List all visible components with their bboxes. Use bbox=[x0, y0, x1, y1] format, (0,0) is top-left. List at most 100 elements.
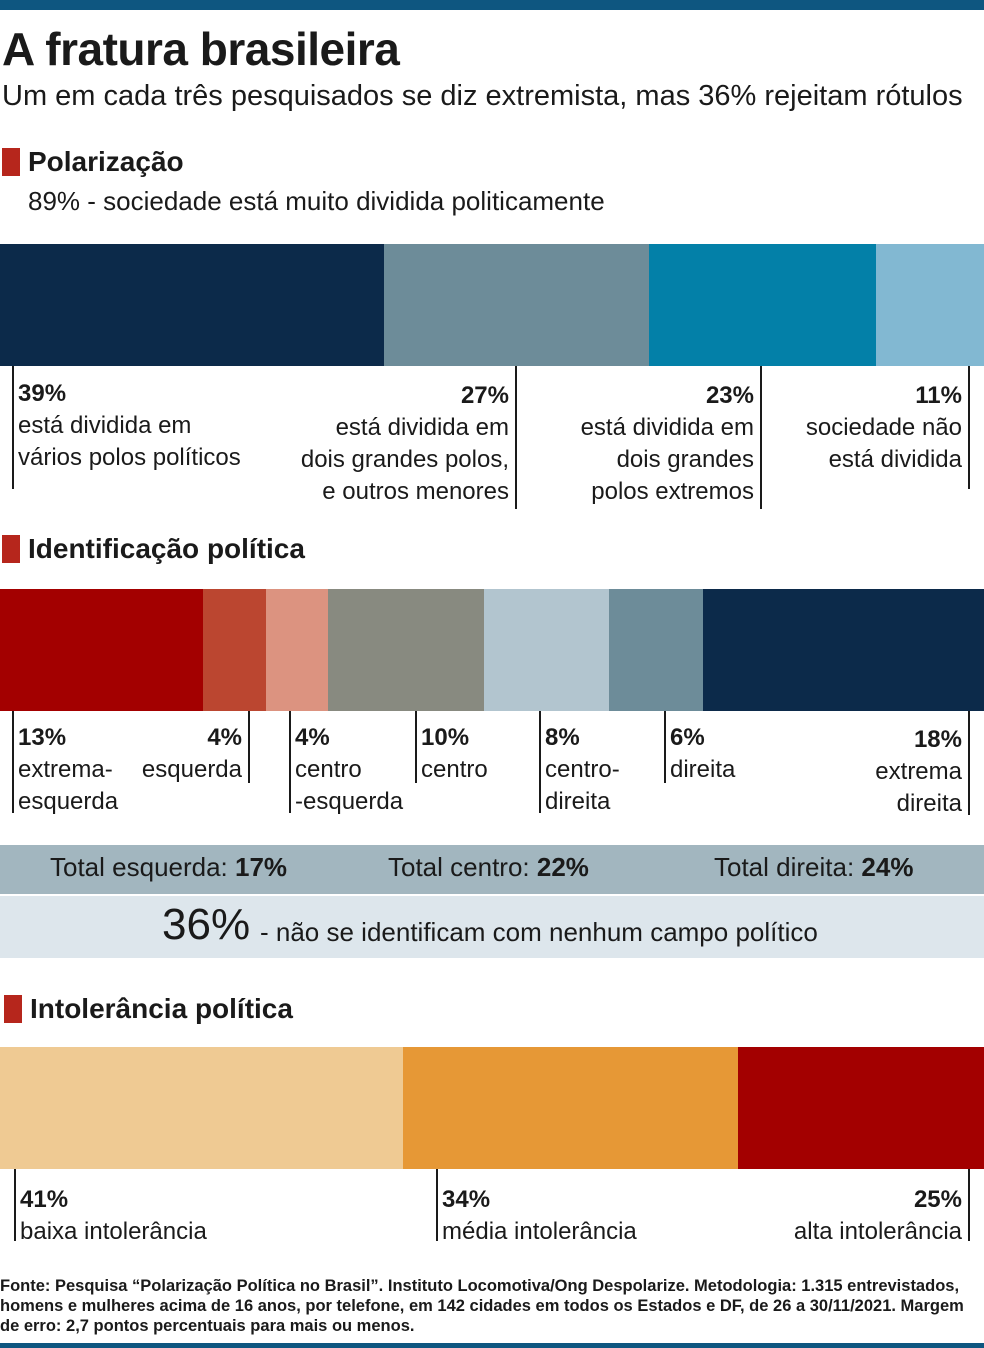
total-centro: Total centro: 22% bbox=[388, 852, 589, 882]
bar-segment-2-0 bbox=[0, 1047, 403, 1169]
segment-percent-1-5: 6% bbox=[670, 724, 705, 751]
segment-label-0-2: 23% está dividida em dois grandes polos ext… bbox=[581, 380, 754, 508]
polarizacao-stacked-bar bbox=[0, 244, 984, 366]
segment-text-1-6-1: direita bbox=[896, 790, 962, 817]
segment-text-1-6-0: extrema bbox=[875, 758, 962, 785]
segment-text-2-0-0: baixa intolerância bbox=[20, 1218, 207, 1245]
leader-line-1-1 bbox=[248, 711, 250, 783]
segment-percent-0-2: 23% bbox=[705, 382, 754, 409]
segment-percent-2-0: 41% bbox=[20, 1186, 69, 1213]
segment-text-0-1-2: e outros menores bbox=[322, 478, 509, 505]
bar-segment-0-3 bbox=[876, 244, 984, 366]
segment-percent-1-4: 8% bbox=[545, 724, 580, 751]
segment-label-0-3: 11% sociedade não está dividida bbox=[806, 380, 962, 476]
segment-text-0-3-1: está dividida bbox=[828, 446, 962, 473]
leader-line-1-6 bbox=[968, 711, 970, 815]
segment-label-2-1: 34% média intolerância bbox=[442, 1184, 637, 1248]
leader-line-1-3 bbox=[415, 711, 417, 783]
segment-text-1-4-1: direita bbox=[545, 788, 611, 815]
segment-label-2-2: 25% alta intolerância bbox=[794, 1184, 962, 1248]
segment-text-1-5-0: direita bbox=[670, 756, 736, 783]
section-marker-intolerancia bbox=[4, 995, 22, 1023]
segment-text-1-3-0: centro bbox=[421, 756, 488, 783]
segment-percent-1-2: 4% bbox=[295, 724, 330, 751]
segment-text-0-2-2: polos extremos bbox=[591, 478, 754, 505]
segment-text-0-2-0: está dividida em bbox=[580, 414, 754, 441]
segment-label-1-4: 8% centro-direita bbox=[545, 722, 620, 818]
bar-segment-0-1 bbox=[384, 244, 649, 366]
segment-text-0-0-0: está dividida em bbox=[18, 412, 192, 439]
none-band bbox=[0, 896, 984, 958]
bar-segment-1-6 bbox=[703, 589, 984, 711]
segment-text-0-1-0: está dividida em bbox=[335, 414, 509, 441]
segment-text-1-4-0: centro- bbox=[545, 756, 620, 783]
segment-percent-0-1: 27% bbox=[460, 382, 509, 409]
segment-text-1-1-0: esquerda bbox=[141, 756, 242, 783]
leader-line-2-1 bbox=[436, 1169, 438, 1241]
section-title-intolerancia: Intolerância política bbox=[30, 993, 293, 1024]
bar-segment-1-4 bbox=[484, 589, 609, 711]
section-marker-polarizacao bbox=[2, 148, 20, 176]
segment-percent-2-2: 25% bbox=[913, 1186, 962, 1213]
segment-label-1-6: 18% extrema direita bbox=[875, 724, 962, 820]
top-rule bbox=[0, 0, 984, 10]
polarizacao-highlight: 89% - sociedade está muito dividida poli… bbox=[28, 186, 605, 216]
totals-band bbox=[0, 845, 984, 894]
leader-line-0-1 bbox=[515, 366, 517, 509]
leader-line-2-0 bbox=[14, 1169, 16, 1241]
none-text: - não se identificam com nenhum campo po… bbox=[260, 917, 818, 947]
source-note: Fonte: Pesquisa “Polarização Política no… bbox=[0, 1277, 964, 1335]
segment-percent-2-1: 34% bbox=[442, 1186, 491, 1213]
bar-segment-1-2 bbox=[266, 589, 328, 711]
section-title-identificacao: Identificação política bbox=[28, 533, 305, 564]
chart-title: A fratura brasileira bbox=[2, 23, 400, 75]
segment-label-1-1: 4% esquerda bbox=[142, 722, 242, 786]
segment-text-1-2-0: centro bbox=[295, 756, 362, 783]
total-direita: Total direita: 24% bbox=[714, 852, 914, 882]
segment-label-1-2: 4% centro -esquerda bbox=[295, 722, 403, 818]
segment-text-2-2-0: alta intolerância bbox=[793, 1218, 962, 1245]
segment-percent-0-0: 39% bbox=[18, 380, 67, 407]
segment-text-1-0-1: esquerda bbox=[18, 788, 119, 815]
bar-segment-1-0 bbox=[0, 589, 203, 711]
leader-line-2-2 bbox=[968, 1169, 970, 1241]
segment-percent-1-1: 4% bbox=[207, 724, 242, 751]
segment-text-0-3-0: sociedade não bbox=[805, 414, 962, 441]
bar-segment-0-2 bbox=[649, 244, 876, 366]
leader-line-1-0 bbox=[12, 711, 14, 813]
leader-line-1-5 bbox=[664, 711, 666, 783]
bar-segment-1-3 bbox=[328, 589, 484, 711]
segment-percent-1-6: 18% bbox=[913, 726, 962, 753]
segment-text-0-0-1: vários polos políticos bbox=[18, 444, 241, 471]
bar-segment-0-0 bbox=[0, 244, 384, 366]
segment-label-2-0: 41% baixa intolerância bbox=[20, 1184, 207, 1248]
none-percentage: 36% bbox=[162, 900, 251, 949]
segment-text-2-1-0: média intolerância bbox=[442, 1218, 637, 1245]
leader-line-0-2 bbox=[760, 366, 762, 509]
segment-label-1-5: 6% direita bbox=[670, 722, 735, 786]
bar-segment-1-5 bbox=[609, 589, 703, 711]
segment-text-0-2-1: dois grandes bbox=[616, 446, 754, 473]
bar-segment-2-1 bbox=[403, 1047, 738, 1169]
segment-text-1-2-1: -esquerda bbox=[295, 788, 404, 815]
bar-segment-2-2 bbox=[738, 1047, 984, 1169]
segment-label-0-0: 39% está dividida em vários polos político… bbox=[18, 378, 241, 474]
segment-label-1-3: 10% centro bbox=[421, 722, 488, 786]
total-esquerda: Total esquerda: 17% bbox=[50, 852, 288, 882]
bar-segment-1-1 bbox=[203, 589, 266, 711]
intolerancia-stacked-bar bbox=[0, 1047, 984, 1169]
leader-line-1-2 bbox=[289, 711, 291, 813]
leader-line-1-4 bbox=[539, 711, 541, 813]
segment-label-1-0: 13% extrema-esquerda bbox=[18, 722, 118, 818]
segment-percent-0-3: 11% bbox=[915, 382, 962, 409]
section-marker-identificacao bbox=[2, 535, 20, 563]
section-title-polarizacao: Polarização bbox=[28, 146, 184, 177]
segment-label-0-1: 27% está dividida em dois grandes polos, e … bbox=[301, 380, 509, 508]
segment-percent-1-0: 13% bbox=[18, 724, 67, 751]
segment-text-0-1-1: dois grandes polos, bbox=[300, 446, 509, 473]
leader-line-0-3 bbox=[968, 366, 970, 489]
identificacao-stacked-bar bbox=[0, 589, 984, 711]
segment-percent-1-3: 10% bbox=[421, 724, 470, 751]
chart-subtitle: Um em cada três pesquisados se diz extre… bbox=[2, 80, 963, 112]
bottom-rule bbox=[0, 1343, 984, 1348]
